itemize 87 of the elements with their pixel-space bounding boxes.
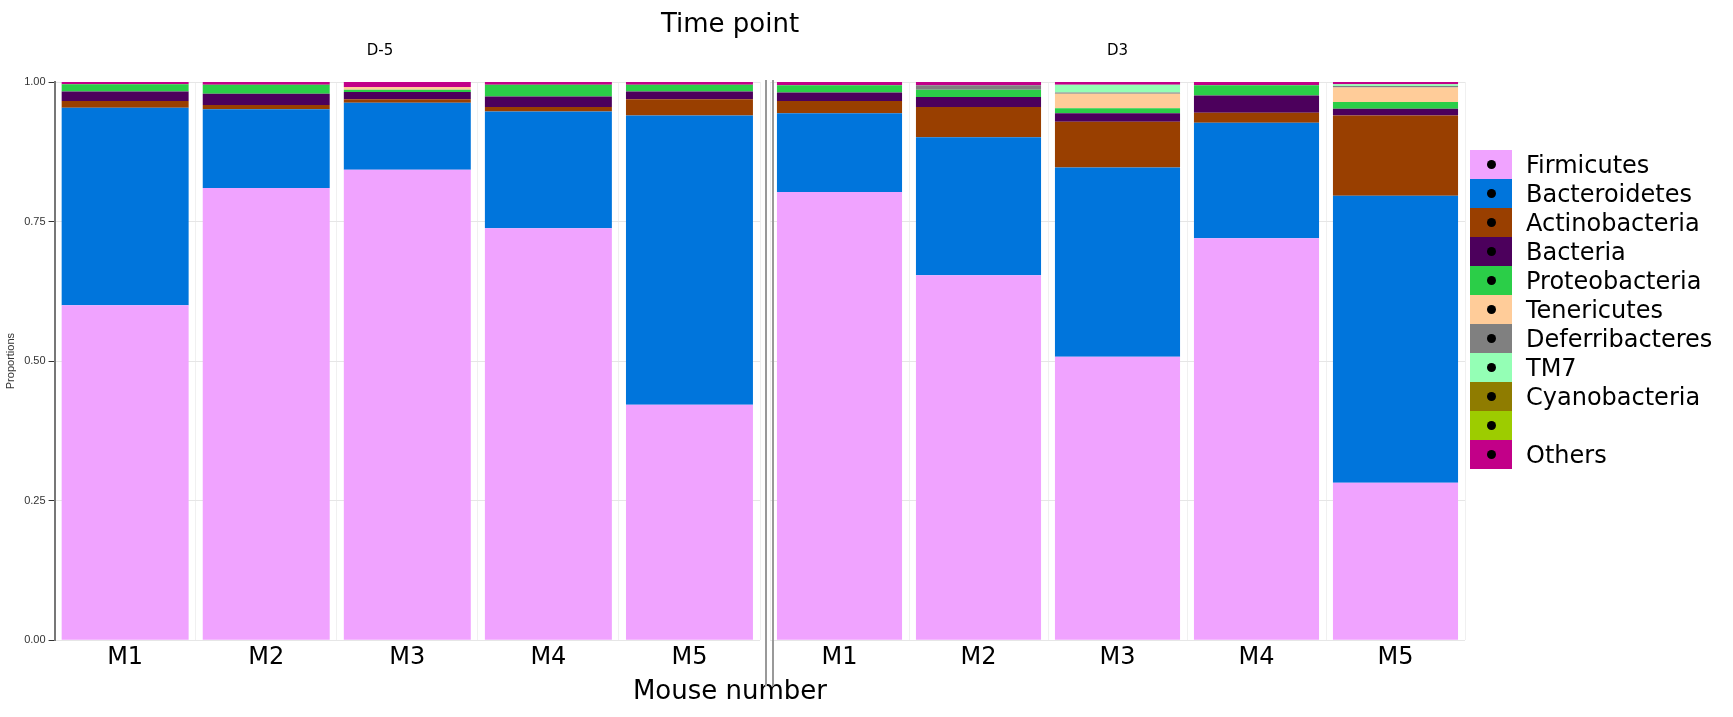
bar — [915, 97, 1042, 108]
bar — [776, 191, 903, 640]
legend-label: Deferribacteres — [1526, 324, 1713, 353]
bar — [915, 275, 1042, 640]
y-axis-title: Proportions — [3, 332, 16, 390]
bar — [1332, 87, 1459, 103]
bar — [1054, 84, 1181, 93]
bar — [625, 91, 753, 100]
bar — [61, 91, 189, 101]
x-tick-label: M3 — [389, 641, 426, 670]
bar — [1054, 93, 1181, 109]
chart-subtitle: D-5 — [366, 40, 394, 59]
bar — [1193, 85, 1320, 96]
bar — [625, 84, 753, 92]
bar — [343, 82, 471, 88]
legend-label: TM7 — [1526, 353, 1577, 382]
x-tick-label: M2 — [960, 641, 997, 670]
bar — [625, 115, 753, 405]
x-tick-label: M5 — [671, 641, 708, 670]
bar — [915, 107, 1042, 138]
x-tick-label: M1 — [107, 641, 144, 670]
bar — [1054, 113, 1181, 122]
bar — [484, 96, 612, 108]
legend-label: Proteobacteria — [1526, 266, 1702, 295]
bar — [776, 85, 903, 93]
bar — [484, 111, 612, 229]
bar — [776, 113, 903, 192]
bar — [776, 100, 903, 114]
chart-subtitle: D3 — [1106, 40, 1129, 59]
x-tick-label: M3 — [1099, 641, 1136, 670]
bar — [1332, 115, 1459, 196]
bar — [484, 82, 612, 85]
bar — [343, 92, 471, 100]
bar — [1054, 167, 1181, 357]
legend-label: Firmicutes — [1526, 150, 1650, 179]
y-tick-label: 1.00 — [24, 75, 46, 88]
bar — [202, 188, 330, 640]
bar — [202, 84, 330, 94]
x-tick-label: M5 — [1377, 641, 1414, 670]
bar — [1332, 482, 1459, 640]
legend-label: Cyanobacteria — [1526, 382, 1701, 411]
bar — [61, 100, 189, 108]
legend-label: Bacteroidetes — [1526, 179, 1692, 208]
y-tick-label: 0.50 — [24, 354, 46, 367]
bar — [202, 104, 330, 110]
bar — [1193, 95, 1320, 113]
bar — [343, 169, 471, 640]
bar — [61, 107, 189, 306]
y-tick-label: 0.25 — [24, 493, 46, 506]
bar — [625, 99, 753, 116]
legend-label: Others — [1526, 440, 1607, 469]
bar — [343, 102, 471, 170]
bar — [61, 305, 189, 640]
bar — [484, 84, 612, 97]
legend-label: Actinobacteria — [1526, 208, 1700, 237]
legend-label: Tenericutes — [1526, 295, 1663, 324]
bar — [343, 99, 471, 103]
bar — [202, 109, 330, 189]
y-tick-label: 0.00 — [24, 633, 46, 646]
bar — [1054, 356, 1181, 640]
x-tick-label: M4 — [530, 641, 567, 670]
bar — [915, 137, 1042, 276]
x-tick-label: M4 — [1238, 641, 1275, 670]
x-tick-label: M1 — [821, 641, 858, 670]
bar — [1054, 108, 1181, 114]
bar — [776, 92, 903, 101]
bar — [1193, 112, 1320, 123]
bar — [1193, 238, 1320, 640]
legend-label: Bacteria — [1526, 237, 1626, 266]
bar — [484, 228, 612, 640]
bar — [625, 82, 753, 85]
y-tick-label: 0.75 — [24, 214, 46, 227]
bar — [915, 85, 1042, 90]
bar — [1054, 121, 1181, 168]
bar — [625, 404, 753, 640]
bar — [484, 107, 612, 112]
bar — [1193, 122, 1320, 239]
chart-title: Time point — [659, 8, 801, 38]
x-tick-label: M2 — [248, 641, 285, 670]
bar — [61, 84, 189, 92]
bar — [915, 89, 1042, 98]
bar — [202, 93, 330, 105]
x-axis-title: Mouse number — [631, 675, 829, 705]
bar — [1054, 82, 1181, 85]
bar — [1332, 102, 1459, 109]
bar — [202, 82, 330, 85]
bar — [1332, 195, 1459, 483]
